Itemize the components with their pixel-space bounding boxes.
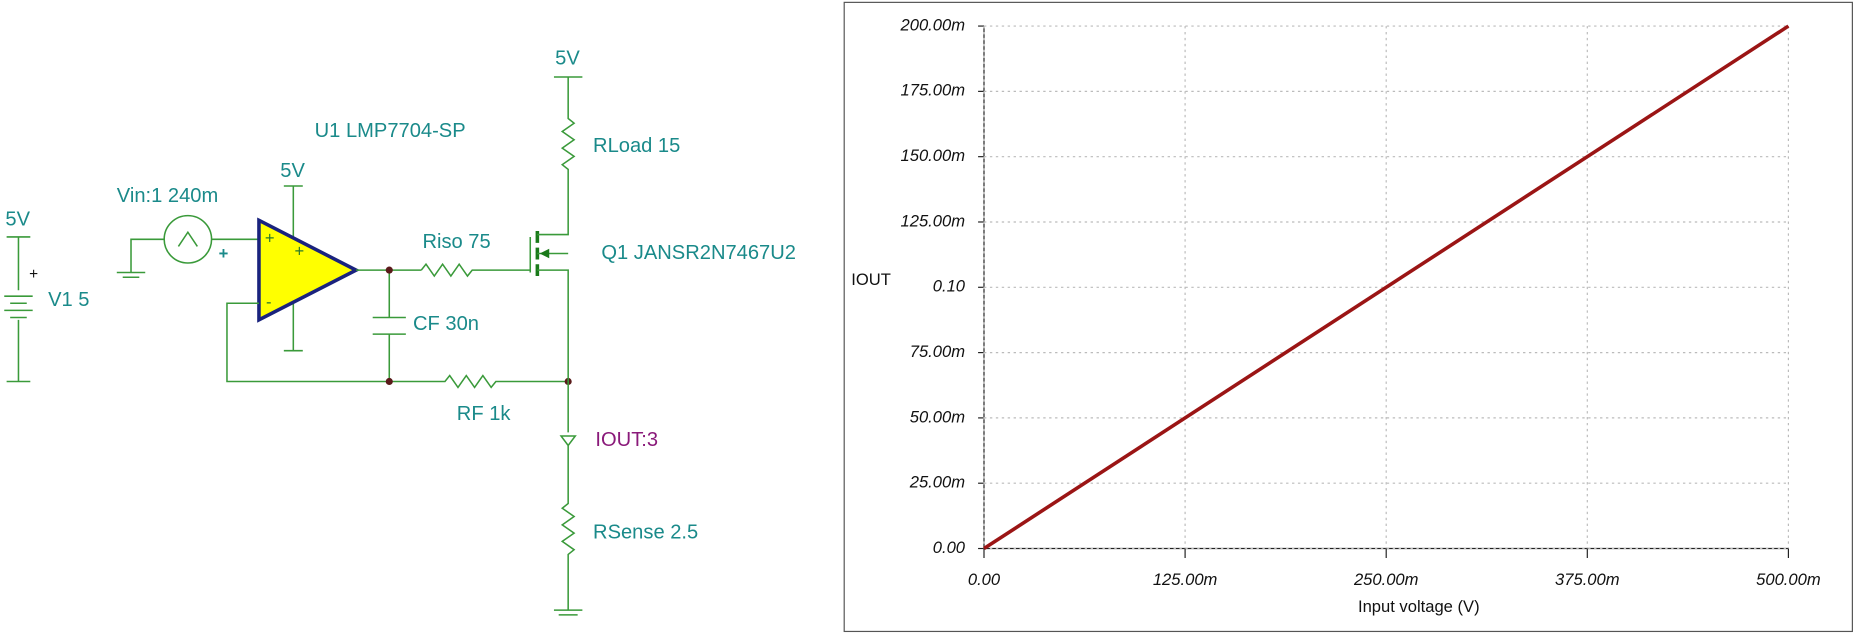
y-tick-label: 0.00 xyxy=(933,538,966,557)
opamp xyxy=(257,217,361,323)
y-tick-label: 125.00m xyxy=(901,211,966,230)
y-tick-label: 50.00m xyxy=(910,407,965,426)
wire xyxy=(283,185,303,352)
label: RSense 2.5 xyxy=(593,521,698,543)
label: V1 5 xyxy=(48,289,89,311)
label: + xyxy=(295,242,305,261)
label: + xyxy=(29,266,38,283)
label: IOUT:3 xyxy=(595,429,658,451)
label: Q1 JANSR2N7467U2 xyxy=(601,242,796,264)
schematic: 5V + V1 5 Vin:1 240m + U1 LMP7704-SP 5V … xyxy=(4,48,796,616)
label: RLoad 15 xyxy=(593,135,680,157)
x-tick-label: 0.00 xyxy=(968,570,1001,589)
node xyxy=(385,377,393,386)
label: + xyxy=(219,244,229,263)
wire xyxy=(116,230,259,278)
label: 5V xyxy=(555,48,580,70)
label: Vin:1 240m xyxy=(117,185,218,207)
label: U1 LMP7704-SP xyxy=(315,120,466,142)
x-tick-label: 125.00m xyxy=(1153,570,1218,589)
source xyxy=(163,214,213,264)
y-tick-label: 175.00m xyxy=(901,81,966,100)
line xyxy=(983,24,1790,551)
y-tick-label: 150.00m xyxy=(901,146,966,165)
label: - xyxy=(266,293,272,312)
wire xyxy=(537,76,583,433)
x-tick-label: 250.00m xyxy=(1353,570,1419,589)
node xyxy=(385,266,393,274)
x-tick-label: 375.00m xyxy=(1555,570,1620,589)
battery xyxy=(4,236,33,383)
label: 5V xyxy=(280,160,305,182)
y-axis-label: IOUT xyxy=(851,270,891,289)
y-tick-label: 75.00m xyxy=(910,342,965,361)
y-tick-label: 200.00m xyxy=(900,15,966,34)
x-tick-label: 500.00m xyxy=(1756,570,1821,589)
label: Riso 75 xyxy=(422,231,490,253)
label: CF 30n xyxy=(413,313,479,335)
arrow xyxy=(539,248,550,259)
wire xyxy=(553,435,583,616)
chart-frame xyxy=(843,1,1853,633)
label: 5V xyxy=(5,209,30,231)
y-tick-label: 0.10 xyxy=(933,277,966,296)
label: RF 1k xyxy=(457,403,512,425)
x-axis-label: Input voltage (V) xyxy=(1358,597,1480,616)
label: + xyxy=(265,229,275,248)
y-tick-label: 25.00m xyxy=(909,473,965,492)
